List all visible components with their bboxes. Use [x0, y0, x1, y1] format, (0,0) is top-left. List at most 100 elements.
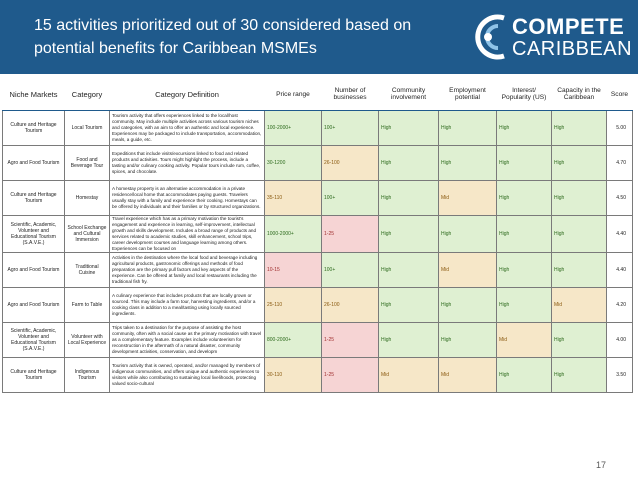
score-cell: 4.00 — [606, 322, 633, 358]
niche-cell: Culture and Heritage Tourism — [2, 357, 65, 393]
niche-cell: Agro and Food Tourism — [2, 252, 65, 288]
niche-cell: Agro and Food Tourism — [2, 287, 65, 323]
price-cell: 10-15 — [264, 252, 322, 288]
capacity-cell: High — [551, 322, 607, 358]
score-cell: 4.70 — [606, 145, 633, 181]
niche-cell: Culture and Heritage Tourism — [2, 180, 65, 216]
logo-text-caribbean: CARIBBEAN — [512, 38, 633, 60]
category-cell: Traditional Cuisine — [64, 252, 110, 288]
employment-cell: Mid — [438, 252, 497, 288]
employment-cell: High — [438, 322, 497, 358]
column-header: Score — [606, 78, 633, 111]
interest-cell: High — [496, 180, 552, 216]
price-cell: 30-1200 — [264, 145, 322, 181]
category-cell: School Exchange and Cultural Immersion — [64, 215, 110, 253]
logo-mark-icon — [475, 14, 505, 60]
price-cell: 100-2000+ — [264, 110, 322, 146]
category-cell: Farm to Table — [64, 287, 110, 323]
capacity-cell: High — [551, 110, 607, 146]
employment-cell: High — [438, 110, 497, 146]
category-cell: Indigenous Tourism — [64, 357, 110, 393]
definition-cell: Expeditions that include visits/excursio… — [109, 145, 265, 181]
page-number: 17 — [596, 460, 607, 470]
table-row: Agro and Food Tourism Food and Beverage … — [2, 145, 633, 181]
table-row: Culture and Heritage Tourism Local Touri… — [2, 110, 633, 146]
score-cell: 4.20 — [606, 287, 633, 323]
table-row: Scientific, Academic, Volunteer and Educ… — [2, 215, 633, 253]
table-row: Culture and Heritage Tourism Homestay A … — [2, 180, 633, 216]
price-cell: 1000-2000+ — [264, 215, 322, 253]
interest-cell: High — [496, 215, 552, 253]
community-cell: High — [378, 322, 439, 358]
businesses-cell: 26-100 — [321, 145, 379, 181]
capacity-cell: High — [551, 145, 607, 181]
compete-caribbean-logo: COMPETE CARIBBEAN — [470, 12, 633, 64]
category-cell: Volunteer with Local Experience — [64, 322, 110, 358]
table-row: Agro and Food Tourism Traditional Cuisin… — [2, 252, 633, 288]
column-header: Niche Markets — [2, 78, 65, 111]
category-cell: Local Tourism — [64, 110, 110, 146]
column-header: Category — [64, 78, 110, 111]
table-header-row: Niche Markets Category Category Definiti… — [2, 78, 633, 111]
slide-header: 15 activities prioritized out of 30 cons… — [0, 0, 638, 74]
column-header: Community involvement — [378, 78, 439, 111]
column-header: Interest/ Popularity (US) — [496, 78, 552, 111]
community-cell: High — [378, 252, 439, 288]
interest-cell: High — [496, 145, 552, 181]
definition-cell: Tourism activity that is owned, operated… — [109, 357, 265, 393]
definition-cell: Travel experience which has as a primary… — [109, 215, 265, 253]
definition-cell: A culinary experience that includes prod… — [109, 287, 265, 323]
capacity-cell: High — [551, 215, 607, 253]
employment-cell: High — [438, 145, 497, 181]
definition-cell: Activities in the destination where the … — [109, 252, 265, 288]
interest-cell: High — [496, 110, 552, 146]
employment-cell: Mid — [438, 180, 497, 216]
businesses-cell: 26-100 — [321, 287, 379, 323]
price-cell: 25-110 — [264, 287, 322, 323]
score-cell: 5.00 — [606, 110, 633, 146]
businesses-cell: 100+ — [321, 110, 379, 146]
category-cell: Homestay — [64, 180, 110, 216]
definition-cell: Trips taken to a destination for the pur… — [109, 322, 265, 358]
community-cell: Mid — [378, 357, 439, 393]
niche-cell: Culture and Heritage Tourism — [2, 110, 65, 146]
interest-cell: High — [496, 357, 552, 393]
price-cell: 35-110 — [264, 180, 322, 216]
employment-cell: High — [438, 215, 497, 253]
community-cell: High — [378, 110, 439, 146]
interest-cell: Mid — [496, 322, 552, 358]
column-header: Number of businesses — [321, 78, 379, 111]
price-cell: 800-2000+ — [264, 322, 322, 358]
capacity-cell: High — [551, 180, 607, 216]
table-row: Culture and Heritage Tourism Indigenous … — [2, 357, 633, 393]
community-cell: High — [378, 180, 439, 216]
table-row: Scientific, Academic, Volunteer and Educ… — [2, 322, 633, 358]
employment-cell: Mid — [438, 357, 497, 393]
score-cell: 4.40 — [606, 252, 633, 288]
businesses-cell: 1-25 — [321, 357, 379, 393]
capacity-cell: High — [551, 252, 607, 288]
column-header: Category Definition — [109, 78, 265, 111]
logo-text-compete: COMPETE — [512, 14, 625, 39]
community-cell: High — [378, 215, 439, 253]
column-header: Price range — [264, 78, 322, 111]
definition-cell: A homestay property is an alternative ac… — [109, 180, 265, 216]
price-cell: 30-110 — [264, 357, 322, 393]
businesses-cell: 100+ — [321, 180, 379, 216]
definition-cell: Tourism activity that offers experiences… — [109, 110, 265, 146]
column-header: Employment potential — [438, 78, 497, 111]
interest-cell: High — [496, 287, 552, 323]
column-header: Capacity in the Caribbean — [551, 78, 607, 111]
niche-cell: Scientific, Academic, Volunteer and Educ… — [2, 215, 65, 253]
activities-table: Niche Markets Category Category Definiti… — [2, 78, 633, 393]
employment-cell: High — [438, 287, 497, 323]
capacity-cell: Mid — [551, 287, 607, 323]
businesses-cell: 1-25 — [321, 215, 379, 253]
score-cell: 3.50 — [606, 357, 633, 393]
score-cell: 4.40 — [606, 215, 633, 253]
businesses-cell: 100+ — [321, 252, 379, 288]
capacity-cell: High — [551, 357, 607, 393]
slide-title: 15 activities prioritized out of 30 cons… — [34, 17, 412, 57]
score-cell: 4.50 — [606, 180, 633, 216]
niche-cell: Agro and Food Tourism — [2, 145, 65, 181]
